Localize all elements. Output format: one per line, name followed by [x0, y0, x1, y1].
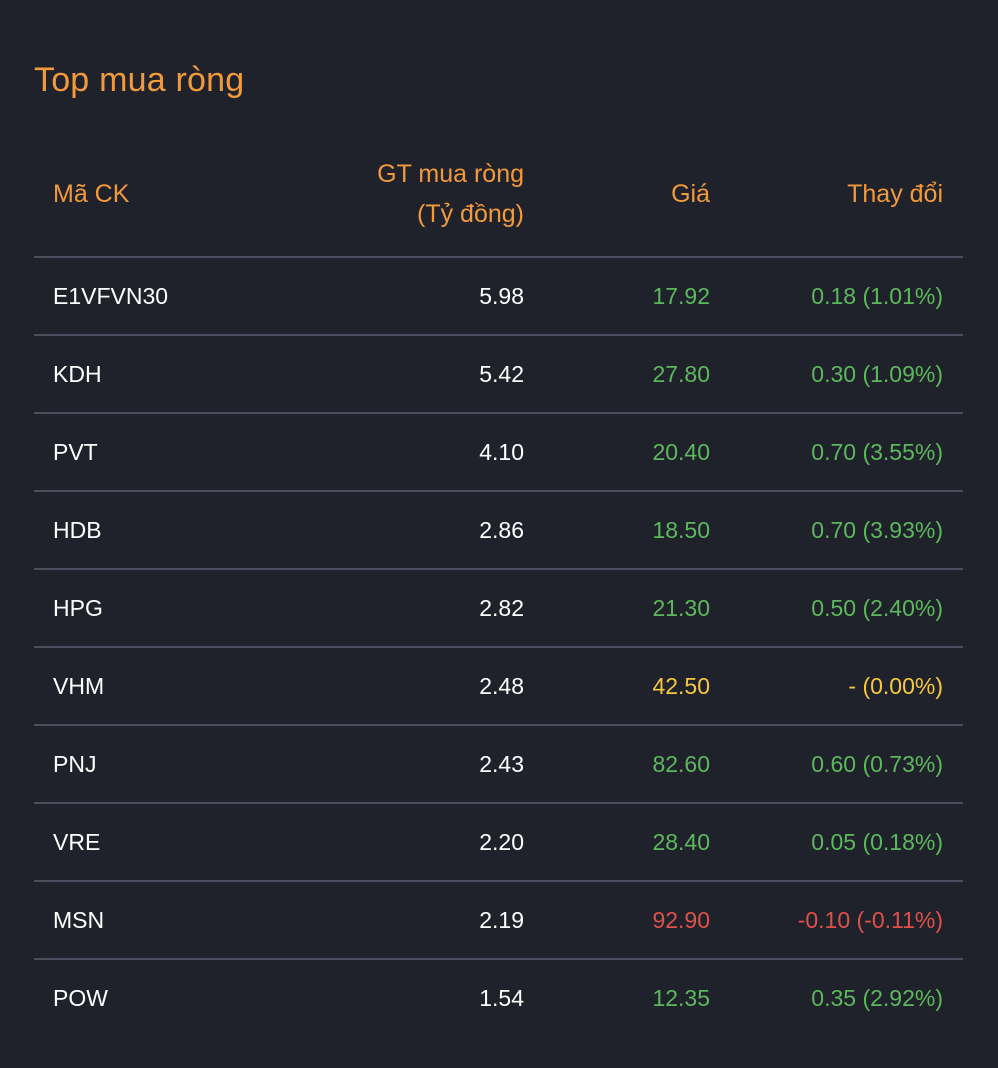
net-buy-value: 2.82 [479, 595, 524, 621]
price: 18.50 [652, 517, 710, 543]
price-change: 0.70 (3.93%) [811, 517, 943, 543]
column-header-price: Giá [671, 180, 710, 208]
price-change: 0.50 (2.40%) [811, 595, 943, 621]
price: 12.35 [652, 985, 710, 1011]
table-row[interactable]: VHM 2.48 42.50 - (0.00%) [34, 648, 963, 726]
stock-code[interactable]: POW [53, 985, 108, 1011]
net-buy-value: 5.98 [479, 283, 524, 309]
price-change: 0.30 (1.09%) [811, 361, 943, 387]
stock-code[interactable]: HDB [53, 517, 102, 543]
table-row[interactable]: PNJ 2.43 82.60 0.60 (0.73%) [34, 726, 963, 804]
stock-code[interactable]: VHM [53, 673, 105, 699]
price-change: 0.35 (2.92%) [811, 985, 943, 1011]
net-buy-value: 2.19 [479, 907, 524, 933]
net-buy-value: 2.20 [479, 829, 524, 855]
table-row[interactable]: E1VFVN30 5.98 17.92 0.18 (1.01%) [34, 258, 963, 336]
price-change: 0.70 (3.55%) [811, 439, 943, 465]
table-row[interactable]: PVT 4.10 20.40 0.70 (3.55%) [34, 414, 963, 492]
net-buy-value: 2.43 [479, 751, 524, 777]
table-row[interactable]: VRE 2.20 28.40 0.05 (0.18%) [34, 804, 963, 882]
stock-code[interactable]: KDH [53, 361, 102, 387]
price: 28.40 [652, 829, 710, 855]
widget-title: Top mua ròng [34, 61, 245, 99]
net-buy-value: 4.10 [479, 439, 524, 465]
stock-code[interactable]: HPG [53, 595, 103, 621]
net-buy-value: 5.42 [479, 361, 524, 387]
stock-code[interactable]: E1VFVN30 [53, 283, 169, 309]
price-change: 0.05 (0.18%) [811, 829, 943, 855]
table-header: Mã CK GT mua ròng (Tỷ đồng) Giá Thay đổi [34, 150, 963, 258]
top-net-buy-table: Mã CK GT mua ròng (Tỷ đồng) Giá Thay đổi… [34, 150, 963, 1038]
price: 92.90 [652, 907, 710, 933]
column-header-change: Thay đổi [847, 180, 943, 208]
column-header-net-buy-value: GT mua ròng (Tỷ đồng) [377, 154, 524, 234]
price: 27.80 [652, 361, 710, 387]
column-header-code: Mã CK [53, 180, 130, 208]
table-row[interactable]: MSN 2.19 92.90 -0.10 (-0.11%) [34, 882, 963, 960]
net-buy-value: 2.48 [479, 673, 524, 699]
price-change: 0.18 (1.01%) [811, 283, 943, 309]
price-change: - (0.00%) [848, 673, 943, 699]
table-row[interactable]: KDH 5.42 27.80 0.30 (1.09%) [34, 336, 963, 414]
price: 20.40 [652, 439, 710, 465]
price: 17.92 [652, 283, 710, 309]
price: 42.50 [652, 673, 710, 699]
net-buy-value: 2.86 [479, 517, 524, 543]
column-header-net-buy-value-line1: GT mua ròng [377, 160, 524, 188]
stock-code[interactable]: VRE [53, 829, 101, 855]
table-row[interactable]: HPG 2.82 21.30 0.50 (2.40%) [34, 570, 963, 648]
price-change: -0.10 (-0.11%) [797, 907, 943, 933]
stock-code[interactable]: MSN [53, 907, 105, 933]
table-body: E1VFVN30 5.98 17.92 0.18 (1.01%) KDH 5.4… [34, 258, 963, 1038]
stock-code[interactable]: PVT [53, 439, 98, 465]
table-row[interactable]: POW 1.54 12.35 0.35 (2.92%) [34, 960, 963, 1038]
column-header-net-buy-value-line2: (Tỷ đồng) [417, 200, 524, 228]
price: 82.60 [652, 751, 710, 777]
price-change: 0.60 (0.73%) [811, 751, 943, 777]
stock-code[interactable]: PNJ [53, 751, 97, 777]
table-row[interactable]: HDB 2.86 18.50 0.70 (3.93%) [34, 492, 963, 570]
price: 21.30 [652, 595, 710, 621]
net-buy-value: 1.54 [479, 985, 524, 1011]
